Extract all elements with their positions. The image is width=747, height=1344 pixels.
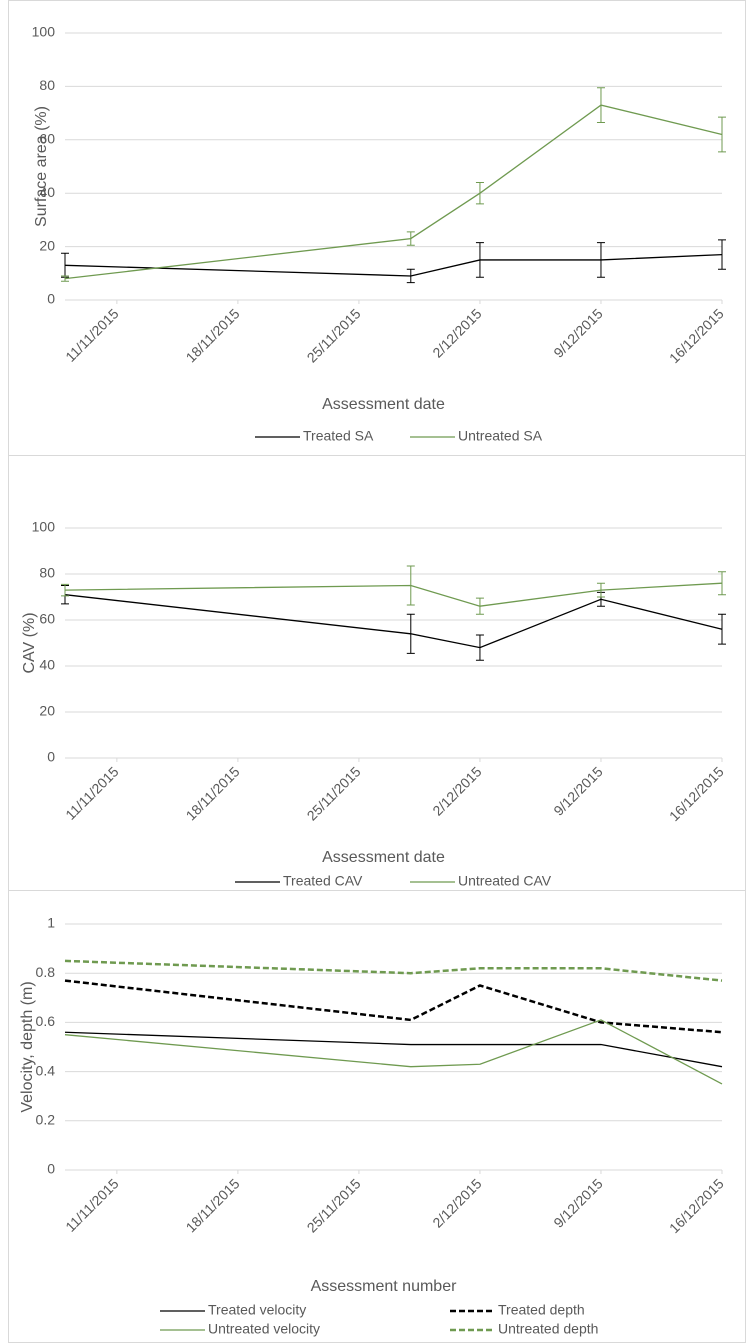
y-tick-label: 20 <box>39 703 55 719</box>
error-bar <box>596 582 605 598</box>
y-tick-label: 80 <box>39 77 55 93</box>
error-bar <box>406 565 415 606</box>
x-tick-label: 18/11/2015 <box>183 763 243 823</box>
error-bar <box>718 571 726 596</box>
y-tick-label: 1 <box>47 915 55 931</box>
line <box>64 1031 723 1068</box>
line <box>64 582 723 607</box>
x-tick-label: 18/11/2015 <box>183 305 243 365</box>
legend-label: Untreated CAV <box>458 873 552 889</box>
x-tick-label: 11/11/2015 <box>62 1175 122 1235</box>
panel-border <box>8 0 746 456</box>
x-tick-label: 11/11/2015 <box>62 763 122 823</box>
y-axis-title: Velocity, depth (m) <box>19 981 36 1112</box>
y-axis-title: CAV (%) <box>21 612 38 673</box>
y-tick-label: 20 <box>39 237 55 253</box>
line <box>64 959 723 982</box>
x-axis-title: Assessment number <box>311 1278 458 1295</box>
x-tick-label: 25/11/2015 <box>304 1175 364 1235</box>
error-bar <box>61 275 69 282</box>
x-axis-title: Assessment date <box>322 849 445 866</box>
legend-label: Untreated SA <box>458 428 543 444</box>
line <box>64 594 723 649</box>
panel-border <box>8 455 746 891</box>
x-tick-label: 9/12/2015 <box>550 305 606 361</box>
x-tick-label: 9/12/2015 <box>550 1175 606 1231</box>
error-bar <box>475 597 484 615</box>
y-axis-title: Surface area (%) <box>33 106 50 227</box>
legend-label: Treated CAV <box>283 873 363 889</box>
y-tick-label: 0 <box>47 1161 55 1177</box>
error-bar <box>406 268 415 284</box>
error-bar <box>596 87 605 123</box>
y-tick-label: 80 <box>39 565 55 581</box>
error-bar <box>718 116 726 153</box>
error-bar <box>718 239 726 270</box>
legend-label: Treated depth <box>498 1302 585 1318</box>
x-tick-label: 2/12/2015 <box>429 1175 485 1231</box>
x-tick-label: 11/11/2015 <box>62 305 122 365</box>
y-tick-label: 40 <box>39 184 55 200</box>
y-tick-label: 0 <box>47 291 55 307</box>
y-tick-label: 0 <box>47 749 55 765</box>
y-tick-label: 0.4 <box>36 1062 56 1078</box>
line <box>64 979 723 1034</box>
line <box>64 253 723 277</box>
error-bar <box>406 613 415 654</box>
error-bar <box>596 242 605 278</box>
x-tick-label: 16/12/2015 <box>666 763 727 824</box>
x-tick-label: 9/12/2015 <box>550 763 606 819</box>
line <box>64 104 723 280</box>
legend-label: Untreated depth <box>498 1321 598 1337</box>
x-tick-label: 25/11/2015 <box>304 305 364 365</box>
y-tick-label: 100 <box>32 24 56 40</box>
x-tick-label: 16/12/2015 <box>666 305 727 366</box>
error-bar <box>718 613 726 645</box>
x-tick-label: 16/12/2015 <box>666 1175 727 1236</box>
legend-label: Treated SA <box>303 428 374 444</box>
panel-border <box>8 890 746 1343</box>
x-axis-title: Assessment date <box>322 396 445 413</box>
y-tick-label: 0.2 <box>36 1112 56 1128</box>
error-bar <box>475 182 484 205</box>
y-tick-label: 0.8 <box>36 964 56 980</box>
legend-label: Untreated velocity <box>208 1321 320 1337</box>
error-bar <box>475 634 484 661</box>
y-tick-label: 100 <box>32 519 56 535</box>
x-tick-label: 2/12/2015 <box>429 305 485 361</box>
error-bar <box>406 231 415 246</box>
x-tick-label: 25/11/2015 <box>304 763 364 823</box>
y-tick-label: 60 <box>39 611 55 627</box>
y-tick-label: 40 <box>39 657 55 673</box>
x-tick-label: 2/12/2015 <box>429 763 485 819</box>
x-tick-label: 18/11/2015 <box>183 1175 243 1235</box>
line <box>64 1019 723 1085</box>
y-tick-label: 0.6 <box>36 1013 56 1029</box>
error-bar <box>61 583 69 597</box>
error-bar <box>475 242 484 278</box>
legend-label: Treated velocity <box>208 1302 306 1318</box>
y-tick-label: 60 <box>39 131 55 147</box>
